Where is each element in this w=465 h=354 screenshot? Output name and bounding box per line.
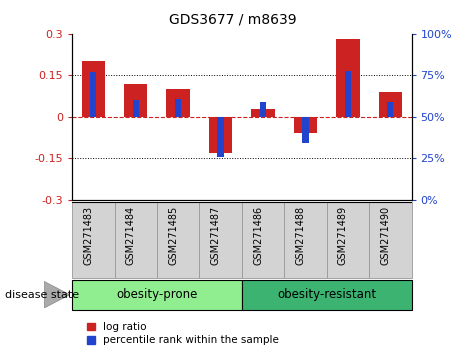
Bar	[379, 92, 402, 117]
Text: GSM271488: GSM271488	[295, 206, 306, 265]
Bar	[260, 102, 266, 117]
Bar	[252, 108, 275, 117]
Bar	[209, 117, 232, 153]
Bar	[166, 89, 190, 117]
Bar	[157, 202, 199, 278]
Bar	[72, 202, 114, 278]
Text: disease state: disease state	[5, 290, 79, 300]
Polygon shape	[44, 281, 70, 308]
Bar	[345, 71, 351, 117]
Legend: log ratio, percentile rank within the sample: log ratio, percentile rank within the sa…	[86, 322, 279, 345]
Bar	[114, 202, 157, 278]
Text: GSM271490: GSM271490	[380, 206, 390, 265]
Bar	[199, 202, 242, 278]
Bar	[326, 202, 369, 278]
Bar	[294, 117, 317, 133]
Bar	[242, 202, 284, 278]
Text: GSM271486: GSM271486	[253, 206, 263, 265]
Text: obesity-resistant: obesity-resistant	[277, 288, 376, 301]
Bar	[387, 102, 393, 117]
Bar	[336, 39, 359, 117]
Text: GSM271483: GSM271483	[83, 206, 93, 265]
Bar	[175, 99, 181, 117]
Bar	[124, 84, 147, 117]
Text: GDS3677 / m8639: GDS3677 / m8639	[169, 12, 296, 27]
Text: GSM271489: GSM271489	[338, 206, 348, 265]
Bar	[284, 202, 326, 278]
Bar	[72, 280, 242, 310]
Text: GSM271485: GSM271485	[168, 206, 178, 265]
Text: GSM271484: GSM271484	[126, 206, 136, 265]
Bar	[242, 280, 412, 310]
Bar	[369, 202, 412, 278]
Text: GSM271487: GSM271487	[211, 206, 220, 265]
Bar	[82, 61, 105, 117]
Bar	[218, 117, 224, 157]
Bar	[90, 73, 96, 117]
Bar	[133, 100, 139, 117]
Bar	[302, 117, 309, 143]
Text: obesity-prone: obesity-prone	[116, 288, 198, 301]
